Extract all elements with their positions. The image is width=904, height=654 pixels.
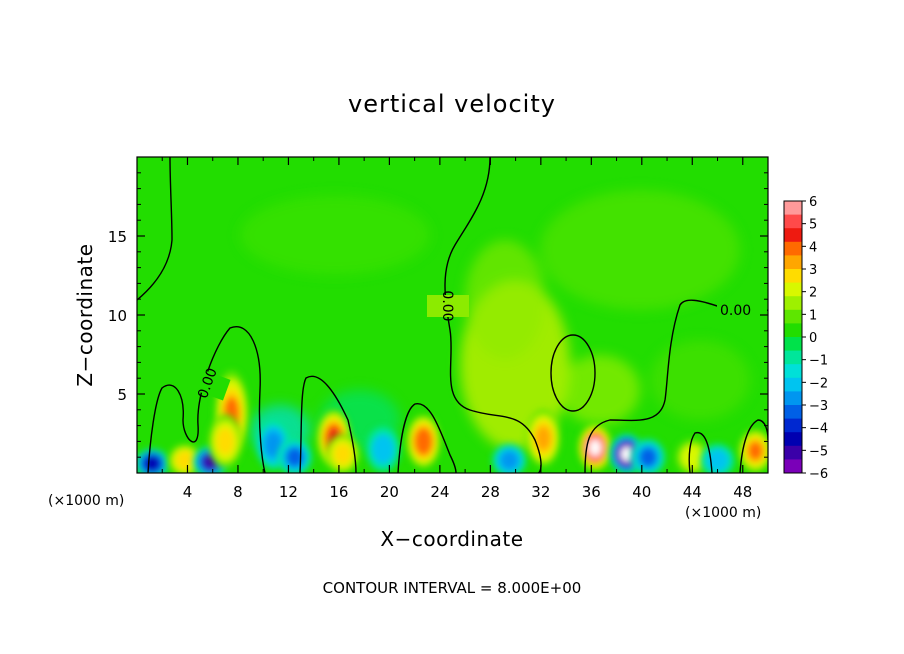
contour-center	[444, 157, 542, 473]
contour-plume-3	[397, 403, 457, 473]
x-tick-label: 36	[582, 483, 601, 501]
colorbar-swatch	[784, 201, 802, 215]
x-tick-label: 8	[233, 483, 243, 501]
x-tick-label: 24	[430, 483, 449, 501]
colorbar-tick-label: 0	[809, 331, 817, 346]
x-unit-label: (×1000 m)	[685, 505, 761, 521]
x-tick-label: 4	[183, 483, 193, 501]
colorbar-swatch	[784, 364, 802, 379]
contour-left-upper	[137, 157, 173, 301]
colorbar-swatch	[784, 459, 802, 474]
colorbar-swatch	[784, 282, 802, 297]
colorbar-swatch	[784, 255, 802, 270]
velocity-cell	[167, 443, 202, 473]
contour-plume-2	[299, 375, 357, 473]
colorbar-swatch	[784, 269, 802, 283]
velocity-cell	[631, 439, 666, 473]
x-tick-label: 28	[481, 483, 500, 501]
colorbar-swatch	[784, 323, 802, 338]
velocity-cell	[492, 443, 527, 473]
velocity-band	[639, 447, 658, 468]
x-tick-label: 48	[733, 483, 752, 501]
colorbar-tick-label: −4	[809, 422, 828, 437]
y-axis-label: Z−coordinate	[73, 243, 97, 386]
contour-interval-note: CONTOUR INTERVAL = 8.000E+00	[323, 579, 582, 597]
velocity-cell	[137, 448, 170, 473]
colorbar-tick-label: −5	[809, 444, 828, 459]
velocity-cell	[325, 434, 360, 473]
velocity-band	[264, 431, 283, 458]
velocity-band	[145, 456, 159, 471]
y-unit-label: (×1000 m)	[48, 493, 124, 509]
colorbar: 6 5 4 3 2 1 0 −1 −2 −3 −4 −5 −6	[783, 195, 828, 482]
colorbar-swatch	[784, 418, 802, 433]
x-tick-label: 16	[329, 483, 348, 501]
colorbar-tick-label: −6	[809, 467, 828, 482]
velocity-cell	[406, 414, 441, 469]
colorbar-swatch	[784, 350, 802, 365]
velocity-band	[216, 427, 235, 456]
velocity-band	[680, 444, 704, 470]
colorbar-tick-label: 5	[809, 218, 817, 233]
colorbar-swatch	[784, 228, 802, 243]
velocity-cell	[526, 409, 561, 467]
velocity-cell	[277, 439, 312, 473]
colorbar-tick-label: 4	[809, 240, 817, 255]
colorbar-swatch	[784, 445, 802, 460]
colorbar-tick-label: −2	[809, 376, 828, 391]
colorbar-swatch	[784, 377, 802, 392]
contour-left-plume	[147, 326, 266, 473]
contour-right-edge	[739, 419, 768, 473]
velocity-band	[416, 431, 431, 452]
colorbar-tick-label: 6	[809, 195, 817, 210]
velocity-cell	[578, 424, 613, 472]
contour-label-layer: 0.00 0.00 0.00	[183, 290, 767, 401]
x-tick-label: 32	[531, 483, 550, 501]
y-tick-label: 5	[117, 386, 127, 404]
velocity-band	[500, 451, 519, 470]
contour-loop	[550, 334, 596, 412]
colorbar-swatch	[784, 309, 802, 324]
colorbar-swatch	[784, 432, 802, 447]
velocity-band	[535, 426, 552, 451]
x-tick-label: 44	[683, 483, 702, 501]
velocity-band	[285, 447, 304, 468]
x-axis-label: X−coordinate	[380, 527, 523, 551]
velocity-band	[333, 443, 352, 465]
colorbar-swatch	[784, 405, 802, 419]
velocity-cell	[208, 414, 243, 469]
contour-label: 0.00	[439, 290, 455, 321]
x-tick-label: 40	[632, 483, 651, 501]
colorbar-tick-label: 2	[809, 286, 817, 301]
velocity-band	[175, 451, 194, 470]
velocity-band	[589, 439, 601, 456]
colorbar-tick-label: −1	[809, 354, 828, 369]
colorbar-tick-label: −3	[809, 399, 828, 414]
velocity-band	[371, 434, 395, 465]
velocity-features	[137, 370, 768, 473]
velocity-band	[747, 440, 764, 461]
plot-area: 0.00 0.00 0.00	[137, 157, 768, 473]
colorbar-swatch	[784, 337, 802, 351]
x-tick-label: 20	[380, 483, 399, 501]
chart-title: vertical velocity	[348, 90, 556, 118]
y-tick-label: 10	[108, 307, 127, 325]
colorbar-swatch	[784, 296, 802, 311]
velocity-cell	[675, 439, 710, 473]
velocity-band	[620, 446, 633, 462]
contour-label: 0.00	[720, 303, 751, 319]
colorbar-swatch	[784, 391, 802, 406]
colorbar-tick-label: 3	[809, 263, 817, 278]
colorbar-swatch	[784, 214, 802, 229]
contour-right-lower	[688, 432, 713, 473]
colorbar-tick-label: 1	[809, 308, 817, 323]
x-tick-label: 12	[279, 483, 298, 501]
velocity-cell	[366, 426, 401, 472]
y-tick-label: 15	[108, 228, 127, 246]
colorbar-swatch	[784, 241, 802, 256]
